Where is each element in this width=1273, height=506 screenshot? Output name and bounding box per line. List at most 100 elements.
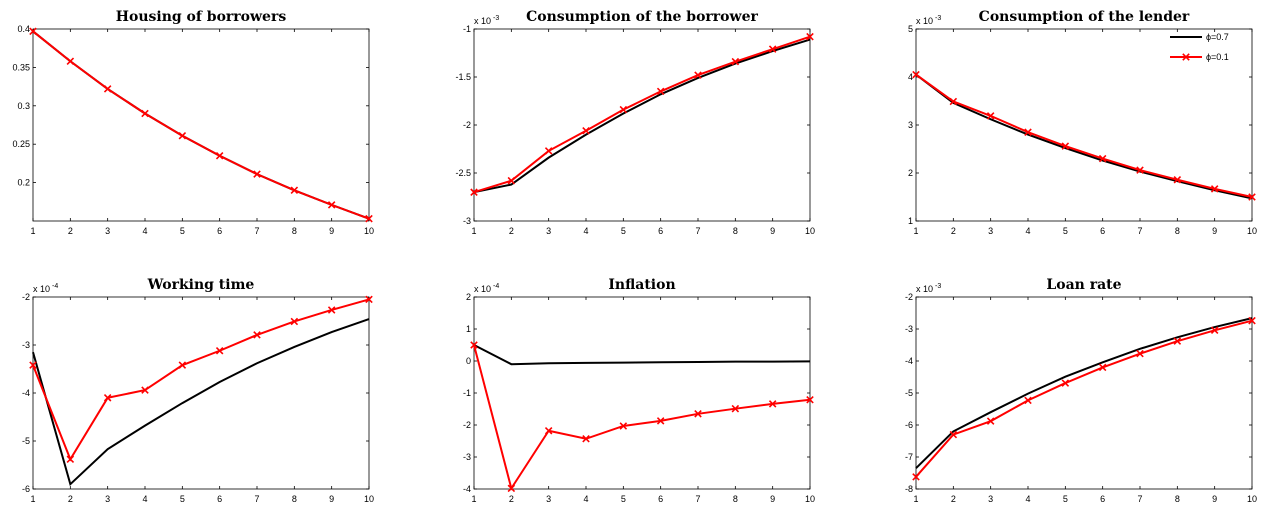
- data-point-marker: [768, 400, 777, 408]
- y-tick-label: -4: [22, 388, 30, 398]
- y-tick-label: -3: [905, 324, 913, 334]
- x-tick-label: 3: [105, 494, 110, 504]
- y-tick-label: -1.5: [455, 72, 471, 82]
- data-point-marker: [731, 404, 740, 413]
- x-tick-label: 10: [364, 494, 374, 504]
- data-point-marker: [1248, 316, 1256, 325]
- x-tick-label: 8: [292, 226, 297, 236]
- x-tick-label: 1: [913, 226, 918, 236]
- x-tick-label: 6: [217, 226, 222, 236]
- y-tick-label: 0.4: [17, 24, 30, 34]
- x-tick-label: 6: [217, 494, 222, 504]
- y-tick-label: 1: [466, 324, 471, 334]
- data-point-marker: [912, 70, 920, 79]
- y-exponent-label: x 10 -4: [33, 283, 58, 294]
- data-point-marker: [768, 45, 777, 53]
- x-tick-label: 4: [583, 226, 588, 236]
- x-tick-label: 5: [1063, 494, 1068, 504]
- y-tick-label: -3: [463, 216, 471, 226]
- x-tick-label: 5: [1063, 226, 1068, 236]
- x-tick-label: 4: [142, 494, 147, 504]
- series-line-phi-0-1: [473, 35, 811, 194]
- x-tick-label: 2: [951, 494, 956, 504]
- y-tick-label: 0.3: [17, 101, 30, 111]
- x-tick-label: 1: [471, 494, 476, 504]
- y-tick-label: 0.35: [12, 62, 30, 72]
- x-tick-label: 5: [180, 494, 185, 504]
- series-line-phi-0-7: [32, 318, 370, 487]
- y-tick-label: -2: [463, 420, 471, 430]
- subplot-title: Inflation: [608, 277, 675, 293]
- y-tick-label: -3: [463, 452, 471, 462]
- data-point-marker: [178, 361, 187, 369]
- subplot-3: Consumption of the lender 1 2 3 4 5 6 7 8 9 10 1 2 3 4…: [908, 9, 1257, 236]
- data-point-marker: [103, 85, 112, 93]
- data-point-marker: [1061, 142, 1070, 150]
- x-tick-label: 3: [988, 226, 993, 236]
- data-point-marker: [365, 295, 373, 304]
- data-point-marker: [731, 57, 740, 66]
- data-point-marker: [544, 426, 553, 435]
- y-tick-label: -3: [22, 340, 30, 350]
- data-point-marker: [29, 361, 37, 369]
- y-tick-label: -7: [905, 452, 913, 462]
- series-line-phi-0-1: [32, 30, 370, 220]
- series-line-phi-0-7: [473, 344, 811, 366]
- x-tick-label: 1: [30, 226, 35, 236]
- y-exponent-label: x 10 -4: [474, 283, 499, 294]
- y-exponent-label: x 10 -3: [474, 15, 499, 26]
- data-point-marker: [582, 126, 590, 135]
- x-tick-label: 9: [1212, 226, 1217, 236]
- x-tick-label: 9: [1212, 494, 1217, 504]
- data-point-marker: [1136, 166, 1144, 174]
- y-tick-label: 5: [908, 24, 913, 34]
- plot-area: [473, 28, 811, 222]
- y-tick-label: 2: [908, 168, 913, 178]
- data-point-marker: [253, 170, 261, 178]
- y-exponent-label: x 10 -3: [916, 283, 941, 294]
- data-point-marker: [290, 317, 299, 326]
- data-point-marker: [141, 109, 149, 118]
- data-point-marker: [1173, 337, 1182, 345]
- plot-area: [32, 28, 370, 222]
- x-tick-label: 9: [329, 226, 334, 236]
- y-tick-label: -2: [905, 292, 913, 302]
- y-tick-label: -2: [22, 292, 30, 302]
- y-tick-label: 2: [466, 292, 471, 302]
- data-point-marker: [806, 395, 814, 404]
- x-tick-label: 2: [509, 226, 514, 236]
- x-tick-label: 7: [695, 494, 700, 504]
- x-tick-label: 8: [292, 494, 297, 504]
- y-tick-label: -2: [463, 120, 471, 130]
- x-tick-label: 4: [142, 226, 147, 236]
- y-exponent-label: x 10 -3: [916, 15, 941, 26]
- y-tick-label: 0.25: [12, 139, 30, 149]
- data-point-marker: [912, 473, 920, 481]
- x-tick-label: 6: [658, 226, 663, 236]
- data-point-marker: [215, 346, 224, 355]
- subplot-title: Working time: [147, 277, 255, 293]
- y-tick-label: 4: [908, 72, 913, 82]
- y-tick-label: -4: [463, 484, 471, 494]
- data-point-marker: [470, 188, 478, 196]
- series-line-phi-0-1: [915, 319, 1253, 478]
- data-point-marker: [619, 422, 628, 430]
- data-point-marker: [365, 214, 373, 223]
- data-point-marker: [949, 430, 958, 439]
- plot-area: [915, 28, 1253, 222]
- data-point-marker: [806, 32, 814, 41]
- y-tick-label: -5: [22, 436, 30, 446]
- data-point-marker: [1210, 326, 1219, 335]
- x-tick-label: 7: [1137, 494, 1142, 504]
- series-line-phi-0-7: [473, 38, 811, 194]
- x-tick-label: 10: [805, 226, 815, 236]
- x-tick-label: 9: [770, 494, 775, 504]
- x-tick-label: 6: [658, 494, 663, 504]
- data-point-marker: [986, 417, 995, 425]
- subplot-title: Consumption of the borrower: [526, 9, 758, 25]
- x-tick-label: 3: [105, 226, 110, 236]
- data-point-marker: [694, 71, 702, 79]
- x-tick-label: 6: [1100, 494, 1105, 504]
- x-tick-label: 9: [770, 226, 775, 236]
- x-tick-label: 1: [30, 494, 35, 504]
